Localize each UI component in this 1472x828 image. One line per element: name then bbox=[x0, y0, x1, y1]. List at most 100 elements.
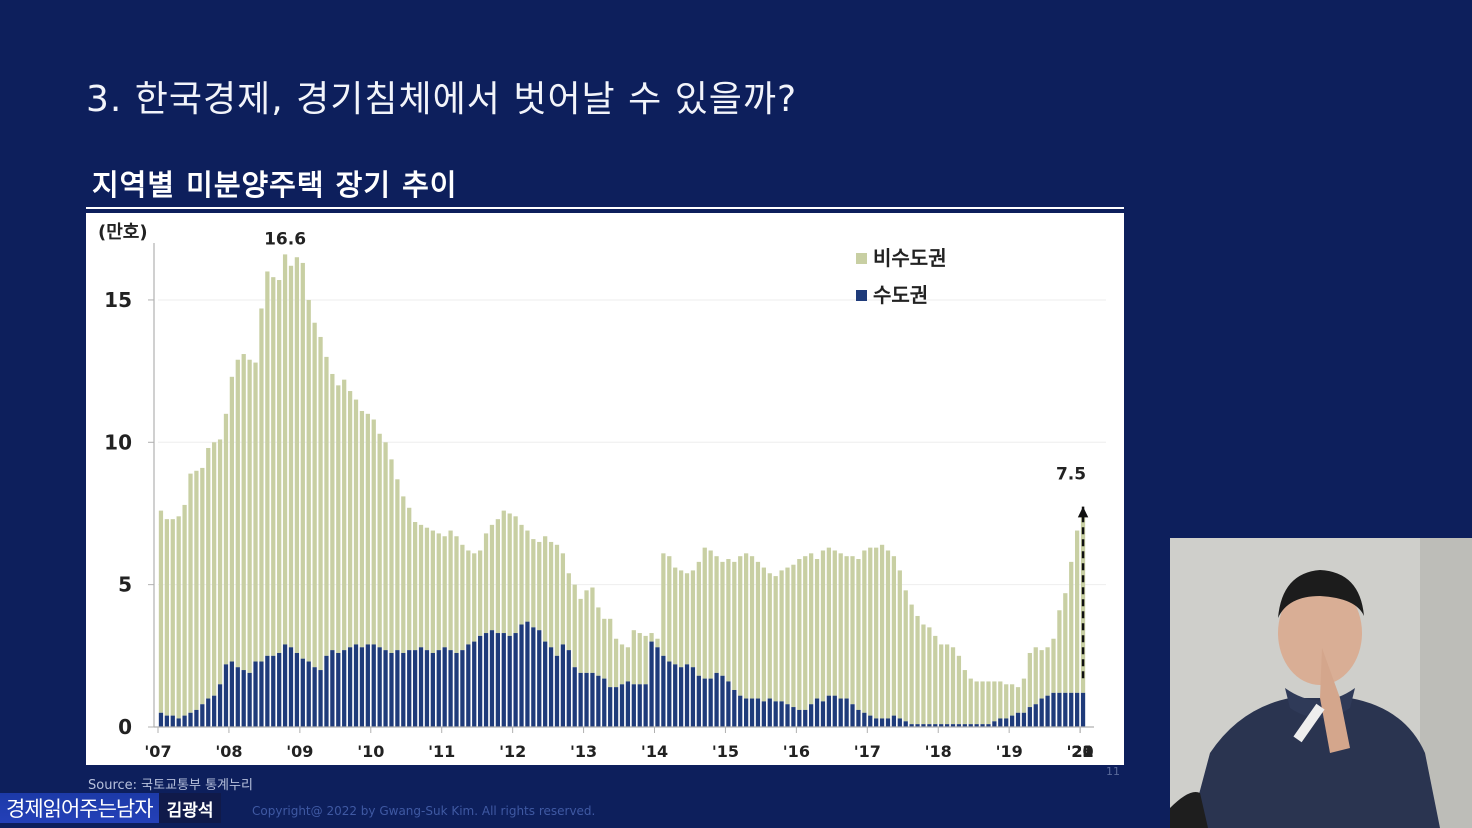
bar-capital bbox=[324, 655, 329, 727]
slide-title: 3. 한국경제, 경기침체에서 벗어날 수 있을까? bbox=[86, 79, 798, 120]
bar-capital bbox=[194, 709, 199, 727]
bar-non-capital bbox=[241, 354, 246, 671]
bar-non-capital bbox=[980, 681, 985, 725]
bar-capital bbox=[779, 701, 784, 727]
bar-capital bbox=[868, 715, 873, 727]
bar-non-capital bbox=[525, 530, 530, 622]
bar-non-capital bbox=[684, 573, 690, 665]
bar-capital bbox=[1033, 704, 1038, 727]
bar-capital bbox=[708, 678, 713, 727]
title-divider bbox=[86, 207, 1124, 209]
bar-non-capital bbox=[749, 556, 755, 699]
bar-capital bbox=[306, 661, 311, 727]
bar-capital bbox=[891, 715, 897, 727]
bar-non-capital bbox=[939, 644, 944, 725]
bar-capital bbox=[442, 647, 447, 727]
bar-non-capital bbox=[182, 504, 187, 716]
grid-layer bbox=[158, 299, 1106, 586]
bar-capital bbox=[371, 644, 376, 727]
bar-capital bbox=[885, 718, 891, 727]
bar-capital bbox=[300, 658, 305, 727]
bar-capital bbox=[702, 678, 707, 727]
bar-non-capital bbox=[962, 670, 967, 725]
bar-non-capital bbox=[797, 559, 802, 710]
bar-non-capital bbox=[176, 516, 181, 719]
bar-capital bbox=[454, 652, 459, 727]
bar-non-capital bbox=[897, 570, 902, 719]
bar-capital bbox=[164, 715, 169, 727]
bar-non-capital bbox=[743, 553, 749, 699]
bar-capital bbox=[974, 724, 979, 727]
bar-non-capital bbox=[548, 541, 554, 648]
bar-non-capital bbox=[1069, 561, 1074, 693]
bar-capital bbox=[773, 701, 778, 727]
bar-capital bbox=[383, 650, 388, 727]
bar-non-capital bbox=[1009, 684, 1015, 716]
bar-non-capital bbox=[395, 479, 400, 651]
bar-capital bbox=[690, 667, 696, 727]
bar-capital bbox=[844, 698, 849, 727]
bar-non-capital bbox=[850, 556, 855, 705]
bar-non-capital bbox=[891, 556, 897, 716]
bar-non-capital bbox=[1015, 687, 1021, 713]
bar-non-capital bbox=[407, 507, 412, 651]
bar-capital bbox=[584, 672, 589, 727]
x-tick-label: '13 bbox=[570, 742, 597, 761]
x-tick-label: '12 bbox=[499, 742, 526, 761]
bar-non-capital bbox=[359, 410, 365, 648]
x-tick-label: '07 bbox=[144, 742, 171, 761]
bar-capital bbox=[282, 644, 288, 727]
bar-non-capital bbox=[761, 567, 766, 702]
bar-capital bbox=[950, 724, 956, 727]
bar-non-capital bbox=[342, 379, 347, 651]
bar-non-capital bbox=[300, 262, 305, 659]
y-axis-unit-label: (만호) bbox=[98, 222, 148, 243]
bar-capital bbox=[217, 684, 223, 727]
bar-non-capital bbox=[1027, 652, 1032, 708]
bar-non-capital bbox=[785, 567, 790, 705]
bar-capital bbox=[436, 650, 441, 727]
bar-non-capital bbox=[424, 527, 430, 651]
bar-non-capital bbox=[1057, 610, 1062, 693]
bar-non-capital bbox=[726, 559, 731, 682]
bar-capital bbox=[673, 664, 678, 727]
bar-capital bbox=[956, 724, 962, 727]
bar-non-capital bbox=[933, 635, 938, 725]
bar-non-capital bbox=[868, 547, 873, 716]
bar-non-capital bbox=[537, 541, 542, 631]
brand-bar: 경제읽어주는남자 김광석 bbox=[0, 793, 222, 823]
bar-non-capital bbox=[791, 564, 796, 708]
bar-capital bbox=[826, 695, 832, 727]
bar-capital bbox=[495, 633, 501, 727]
bar-non-capital bbox=[678, 570, 684, 668]
bar-non-capital bbox=[879, 544, 885, 719]
bar-non-capital bbox=[466, 550, 471, 645]
bar-non-capital bbox=[336, 385, 341, 653]
bar-capital bbox=[803, 709, 808, 727]
bar-capital bbox=[767, 698, 772, 727]
bar-non-capital bbox=[950, 647, 956, 725]
bar-non-capital bbox=[1045, 647, 1050, 696]
bar-capital bbox=[223, 664, 229, 727]
bar-non-capital bbox=[820, 550, 826, 702]
bar-capital bbox=[1009, 715, 1015, 727]
x-tick-label: '23 bbox=[1067, 742, 1094, 761]
x-tick-label: '15 bbox=[712, 742, 739, 761]
bar-capital bbox=[667, 661, 672, 727]
legend-swatch-non-capital bbox=[856, 253, 867, 264]
bar-capital bbox=[678, 667, 684, 727]
bar-capital bbox=[395, 650, 400, 727]
bar-non-capital bbox=[188, 473, 193, 713]
bar-capital bbox=[820, 701, 826, 727]
bar-capital bbox=[466, 644, 471, 727]
bar-capital bbox=[501, 633, 506, 727]
bar-capital bbox=[655, 647, 660, 727]
bar-capital bbox=[229, 661, 235, 727]
bar-capital bbox=[944, 724, 950, 727]
data-label: 16.6 bbox=[264, 229, 306, 249]
bar-non-capital bbox=[596, 607, 601, 676]
bar-non-capital bbox=[909, 604, 914, 725]
bar-non-capital bbox=[1063, 593, 1068, 693]
bar-capital bbox=[661, 655, 666, 727]
data-label: 7.5 bbox=[1056, 464, 1086, 484]
